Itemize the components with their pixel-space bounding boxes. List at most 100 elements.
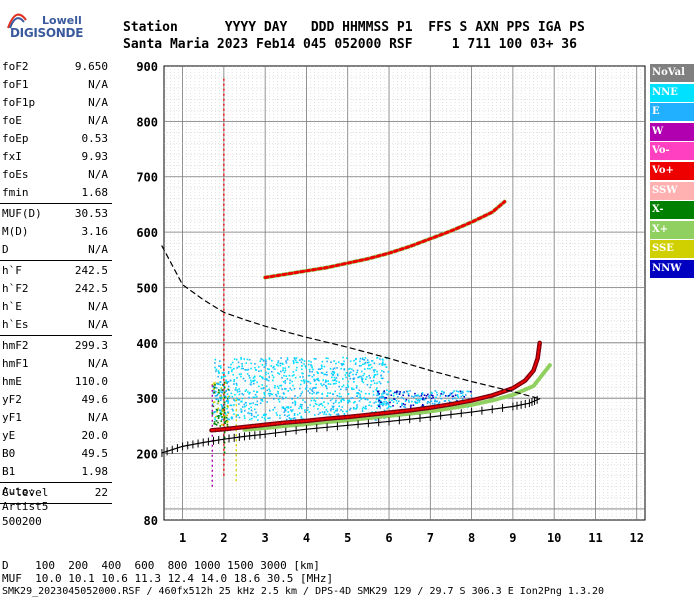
oblique-echo-point xyxy=(341,398,344,401)
oblique-echo-point xyxy=(262,359,265,362)
param-row: h`F2 242.5 xyxy=(0,280,112,298)
oblique-echo-point xyxy=(327,392,329,394)
oblique-echo-point xyxy=(292,362,295,365)
param-name: h`E xyxy=(2,300,22,313)
low-freq-echo-point xyxy=(214,395,217,397)
oblique-echo-point xyxy=(265,371,267,374)
low-freq-echo-point xyxy=(212,385,215,388)
oblique-echo-point xyxy=(382,377,384,380)
oblique-echo-point xyxy=(375,389,377,391)
oblique-echo-point xyxy=(214,366,216,369)
oblique-echo-point xyxy=(271,393,274,396)
oblique-echo-point xyxy=(263,417,266,420)
oblique-echo-point xyxy=(420,398,422,400)
oblique-echo-point xyxy=(448,394,450,397)
oblique-echo-point xyxy=(373,402,376,404)
oblique-echo-point xyxy=(217,370,220,372)
oblique-echo-point xyxy=(358,400,361,402)
oblique-echo-point xyxy=(319,368,322,370)
low-freq-echo-point xyxy=(213,382,215,385)
oblique-echo-point xyxy=(227,372,230,375)
oblique-echo-point xyxy=(404,403,406,406)
oblique-echo-point xyxy=(335,362,337,365)
param-value: N/A xyxy=(88,300,108,313)
oblique-echo-point xyxy=(293,414,296,417)
oblique-echo-point xyxy=(253,379,256,381)
low-freq-echo-point xyxy=(222,392,225,395)
param-name: fmin xyxy=(2,186,29,199)
oblique-echo-point xyxy=(301,359,304,361)
oblique-echo-point xyxy=(308,411,311,413)
oblique-echo-point xyxy=(299,403,302,406)
oblique-echo-point xyxy=(462,391,464,394)
oblique-echo-point xyxy=(327,383,330,385)
oblique-echo-point xyxy=(265,360,267,363)
oblique-echo-point xyxy=(238,373,241,376)
oblique-echo-point xyxy=(279,417,281,419)
param-name: fxI xyxy=(2,150,22,163)
oblique-echo-point xyxy=(250,362,252,365)
oblique-echo-point xyxy=(230,392,233,395)
oblique-echo-point xyxy=(300,415,303,418)
oblique-echo-point xyxy=(317,391,320,394)
oblique-echo-point xyxy=(381,401,383,404)
low-freq-echo-point xyxy=(212,386,215,389)
oblique-echo-point xyxy=(398,393,401,395)
legend-item: Vo+ xyxy=(650,161,694,180)
oblique-echo-point xyxy=(321,411,324,413)
oblique-echo-point xyxy=(361,408,364,410)
oblique-echo-point xyxy=(250,381,253,384)
oblique-echo-point xyxy=(316,372,319,375)
y-tick-label: 300 xyxy=(136,392,158,406)
oblique-echo-point xyxy=(361,380,364,383)
oblique-echo-point xyxy=(395,399,398,402)
oblique-echo-point xyxy=(309,382,312,385)
oblique-echo-point xyxy=(364,407,367,410)
oblique-echo-point xyxy=(453,397,456,399)
oblique-echo-point xyxy=(218,372,220,374)
oblique-echo-point xyxy=(243,403,246,406)
oblique-echo-point xyxy=(379,358,381,360)
oblique-echo-point xyxy=(321,367,323,370)
oblique-echo-point xyxy=(313,379,316,382)
low-freq-echo-point xyxy=(222,397,224,399)
legend-item: X- xyxy=(650,201,694,220)
x-tick-label: 10 xyxy=(547,531,561,545)
oblique-echo-point xyxy=(378,393,380,395)
oblique-echo-point xyxy=(396,390,398,393)
oblique-echo-point xyxy=(415,398,418,401)
oblique-echo-point xyxy=(385,397,388,399)
oblique-echo-point xyxy=(348,400,351,403)
low-freq-echo-point xyxy=(215,390,217,393)
oblique-echo-point xyxy=(335,399,337,402)
oblique-echo-point xyxy=(284,379,287,382)
oblique-echo-point xyxy=(404,406,407,409)
oblique-echo-point xyxy=(432,394,434,397)
oblique-echo-point xyxy=(266,379,268,381)
low-freq-echo-point xyxy=(213,421,216,423)
oblique-echo-point xyxy=(381,363,383,365)
oblique-echo-point xyxy=(220,415,222,417)
oblique-echo-point xyxy=(383,363,386,366)
oblique-echo-point xyxy=(300,407,303,410)
oblique-echo-point xyxy=(331,405,334,408)
oblique-echo-point xyxy=(378,405,381,408)
legend-item: NNE xyxy=(650,83,694,102)
oblique-echo-point xyxy=(415,395,418,397)
oblique-echo-point xyxy=(243,405,246,408)
oblique-echo-point xyxy=(253,390,255,393)
oblique-echo-point xyxy=(224,375,227,377)
oblique-echo-point xyxy=(385,393,388,396)
oblique-echo-point xyxy=(241,397,244,400)
low-freq-echo-point xyxy=(225,419,228,422)
param-row: D N/A xyxy=(0,241,112,259)
oblique-echo-point xyxy=(301,368,303,371)
oblique-echo-point xyxy=(402,394,404,397)
oblique-echo-point xyxy=(250,414,253,417)
oblique-echo-point xyxy=(285,360,287,362)
oblique-echo-point xyxy=(378,404,380,407)
low-freq-echo-point xyxy=(221,405,223,408)
oblique-echo-point xyxy=(384,363,387,366)
low-freq-echo-point xyxy=(222,384,224,386)
oblique-echo-point xyxy=(336,374,339,377)
